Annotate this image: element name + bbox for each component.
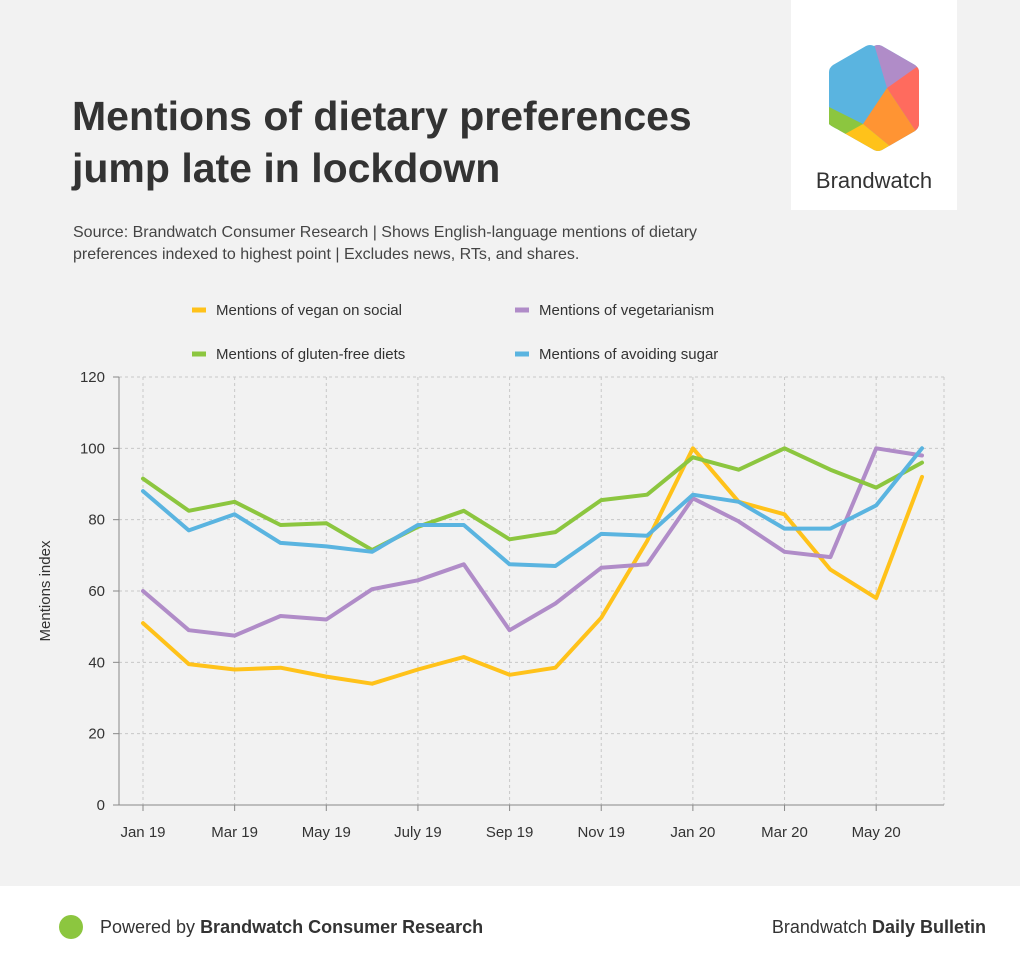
series-line — [141, 446, 924, 686]
chart-title: Mentions of dietary preferences jump lat… — [72, 93, 692, 191]
y-tick-label: 40 — [88, 654, 105, 671]
x-tick-label: Mar 20 — [761, 824, 808, 841]
series-line — [141, 446, 924, 552]
line-chart: 0 20 40 60 80 100 120 Jan 19 Mar 19 May 19 July 19… — [37, 302, 945, 841]
powered-by-name: Brandwatch Consumer Research — [200, 917, 484, 937]
footer-dot-icon — [59, 915, 83, 939]
y-tick-label: 80 — [88, 512, 105, 529]
series-line — [141, 446, 924, 638]
x-tick-label: July 19 — [394, 824, 442, 841]
x-tick-label: May 20 — [852, 824, 901, 841]
x-tick-label: Sep 19 — [486, 824, 534, 841]
daily-bulletin-text: Brandwatch Daily Bulletin — [772, 917, 986, 938]
y-axis-label: Mentions index — [37, 540, 54, 641]
brand-name: Daily Bulletin — [871, 917, 986, 937]
x-tick-label: Jan 19 — [120, 824, 165, 841]
x-tick-label: Jan 20 — [670, 824, 715, 841]
brand-logo-box: Brandwatch — [791, 0, 957, 210]
y-tick-label: 0 — [97, 797, 105, 814]
series-line — [141, 446, 924, 568]
powered-by-prefix: Powered by — [100, 917, 201, 937]
x-tick-label: Mar 19 — [211, 824, 258, 841]
legend-label: Mentions of gluten-free diets — [216, 346, 405, 363]
brand-logo-text: Brandwatch — [815, 168, 933, 193]
y-tick-label: 20 — [88, 726, 105, 743]
brandwatch-hexagon-icon — [829, 45, 919, 151]
brand-prefix: Brandwatch — [771, 917, 872, 937]
x-tick-label: Nov 19 — [577, 824, 625, 841]
powered-by-text: Powered by Brandwatch Consumer Research — [100, 917, 483, 938]
footer: Powered by Brandwatch Consumer Research … — [0, 886, 1020, 963]
y-tick-label: 100 — [80, 440, 105, 457]
chart-subtitle: Source: Brandwatch Consumer Research | S… — [73, 224, 698, 263]
x-tick-label: May 19 — [302, 824, 351, 841]
y-tick-label: 60 — [88, 583, 105, 600]
y-tick-label: 120 — [80, 369, 105, 386]
legend-label: Mentions of vegan on social — [216, 302, 402, 319]
legend-label: Mentions of avoiding sugar — [539, 346, 718, 363]
legend-label: Mentions of vegetarianism — [539, 302, 714, 319]
